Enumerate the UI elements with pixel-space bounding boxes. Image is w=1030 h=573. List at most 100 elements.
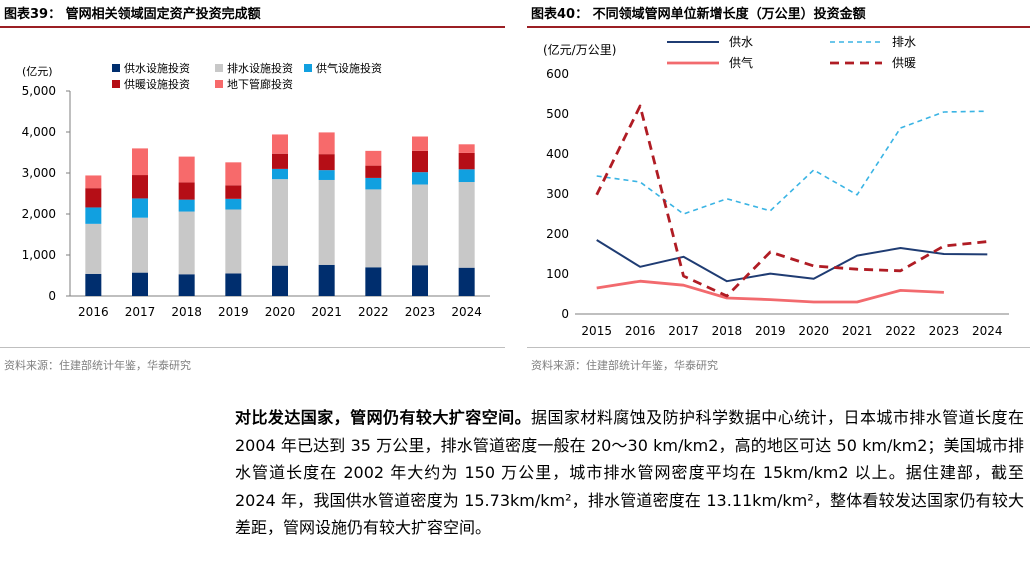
y-tick-label: 200	[546, 227, 569, 241]
bar-segment-1	[318, 179, 335, 265]
figure-40-source: 资料来源：住建部统计年鉴，华泰研究	[531, 359, 718, 372]
figure-40-panel: 图表40： 不同领域管网单位新增长度（万公里）投资金额 (亿元/万公里) 0 100…	[527, 0, 1030, 380]
legend-label: 供暖设施投资	[124, 77, 190, 91]
series-line-2	[596, 279, 944, 304]
bar-segment-0	[412, 265, 428, 296]
bar-segment-3	[458, 152, 475, 170]
x-tick-label: 2021	[311, 305, 342, 319]
figure-40-title-rule	[527, 26, 1030, 28]
bar-segment-1	[85, 223, 102, 274]
bar-segment-2	[85, 207, 102, 224]
y-tick-label: 3,000	[22, 166, 56, 180]
x-tick-label: 2020	[798, 324, 829, 338]
figure-39-source-rule	[0, 347, 505, 348]
x-tick-label: 2024	[451, 305, 482, 319]
bar-segment-3	[225, 185, 242, 199]
bar-segment-2	[458, 169, 475, 183]
bar-segment-1	[365, 189, 382, 268]
y-tick-label: 0	[48, 289, 56, 303]
y-tick-label: 5,000	[22, 84, 56, 98]
x-tick-label: 2017	[125, 305, 156, 319]
bar-segment-2	[365, 177, 382, 190]
bar-segment-4	[178, 156, 195, 183]
bar-segment-4	[412, 136, 428, 151]
legend-label: 供水	[729, 35, 753, 49]
bar-segment-4	[365, 150, 382, 166]
x-tick-label: 2018	[171, 305, 202, 319]
bar-segment-3	[132, 175, 148, 199]
bar-segment-0	[272, 265, 288, 296]
bar-segment-3	[318, 154, 335, 171]
x-tick-label: 2020	[265, 305, 296, 319]
figure-40-source-rule	[527, 347, 1030, 348]
legend-swatch	[215, 64, 223, 72]
bar-segment-4	[458, 144, 475, 153]
bar-segment-4	[318, 132, 335, 155]
x-tick-label: 2016	[625, 324, 656, 338]
bar-segment-0	[458, 267, 475, 296]
legend-label: 供气设施投资	[316, 61, 382, 75]
series-line-1	[596, 110, 988, 215]
x-tick-label: 2016	[78, 305, 109, 319]
series-line-3	[595, 104, 988, 298]
figure-39-title-rule	[0, 26, 505, 28]
x-tick-label: 2023	[405, 305, 436, 319]
figure-39-panel: 图表39： 管网相关领域固定资产投资完成额 (亿元) 0 1,000 2,000 3,0…	[0, 0, 505, 380]
x-tick-label: 2019	[755, 324, 786, 338]
y-tick-label: 2,000	[22, 207, 56, 221]
bar-segment-4	[225, 162, 242, 186]
y-tick-label: 500	[546, 107, 569, 121]
legend-swatch	[112, 80, 120, 88]
y-tick-label: 600	[546, 67, 569, 81]
x-tick-label: 2023	[929, 324, 960, 338]
y-tick-label: 300	[546, 187, 569, 201]
paragraph-lead: 对比发达国家，管网仍有较大扩容空间。	[235, 408, 532, 427]
bar-segment-1	[458, 182, 475, 268]
figure-39-unit-label: (亿元)	[22, 65, 53, 78]
bar-segment-0	[365, 267, 382, 296]
bar-segment-3	[85, 188, 102, 208]
x-tick-label: 2022	[358, 305, 389, 319]
bar-segment-0	[225, 273, 242, 296]
bar-segment-2	[272, 168, 288, 180]
x-tick-label: 2015	[581, 324, 612, 338]
bar-segment-1	[272, 179, 288, 266]
bar-segment-3	[365, 165, 382, 178]
bar-segment-3	[412, 150, 428, 173]
legend-label: 排水设施投资	[227, 61, 293, 75]
y-tick-label: 0	[561, 307, 569, 321]
body-paragraph: 对比发达国家，管网仍有较大扩容空间。据国家材料腐蚀及防护科学数据中心统计，日本城…	[235, 404, 1024, 542]
y-tick-label: 4,000	[22, 125, 56, 139]
legend-swatch	[112, 64, 120, 72]
bar-segment-0	[178, 274, 195, 296]
legend-label: 排水	[892, 35, 916, 49]
x-tick-label: 2021	[842, 324, 873, 338]
legend-label: 供气	[729, 55, 753, 70]
bar-segment-4	[272, 134, 288, 154]
x-tick-label: 2019	[218, 305, 249, 319]
bar-segment-0	[85, 273, 102, 296]
x-tick-label: 2018	[712, 324, 743, 338]
figure-39-chart: (亿元) 0 1,000 2,000 3,000 4,000 5,000 2016 2017 20…	[22, 61, 490, 319]
bar-segment-3	[272, 153, 288, 169]
bar-segment-2	[412, 172, 428, 185]
bar-segment-1	[412, 184, 428, 266]
bar-segment-0	[132, 272, 148, 296]
bar-segment-0	[318, 264, 335, 296]
y-tick-label: 1,000	[22, 248, 56, 262]
bar-segment-4	[85, 175, 102, 189]
legend-swatch	[304, 64, 312, 72]
bar-segment-2	[225, 198, 242, 210]
x-tick-label: 2017	[668, 324, 699, 338]
figure-39-title: 图表39： 管网相关领域固定资产投资完成额	[4, 7, 261, 22]
bar-segment-1	[132, 217, 148, 273]
x-tick-label: 2024	[972, 324, 1003, 338]
bar-segment-1	[178, 211, 195, 275]
series-line-0	[596, 239, 988, 283]
figure-40-title: 图表40： 不同领域管网单位新增长度（万公里）投资金额	[531, 7, 866, 22]
bar-segment-3	[178, 182, 195, 200]
legend-label: 供水设施投资	[124, 61, 190, 75]
y-tick-label: 100	[546, 267, 569, 281]
y-tick-label: 400	[546, 147, 569, 161]
paragraph-body: 据国家材料腐蚀及防护科学数据中心统计，日本城市排水管道长度在 2004 年已达到…	[235, 408, 1024, 537]
